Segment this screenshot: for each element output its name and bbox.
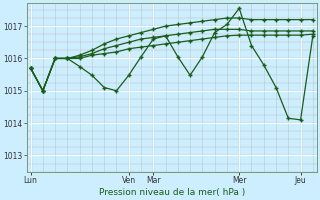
- X-axis label: Pression niveau de la mer( hPa ): Pression niveau de la mer( hPa ): [99, 188, 245, 197]
